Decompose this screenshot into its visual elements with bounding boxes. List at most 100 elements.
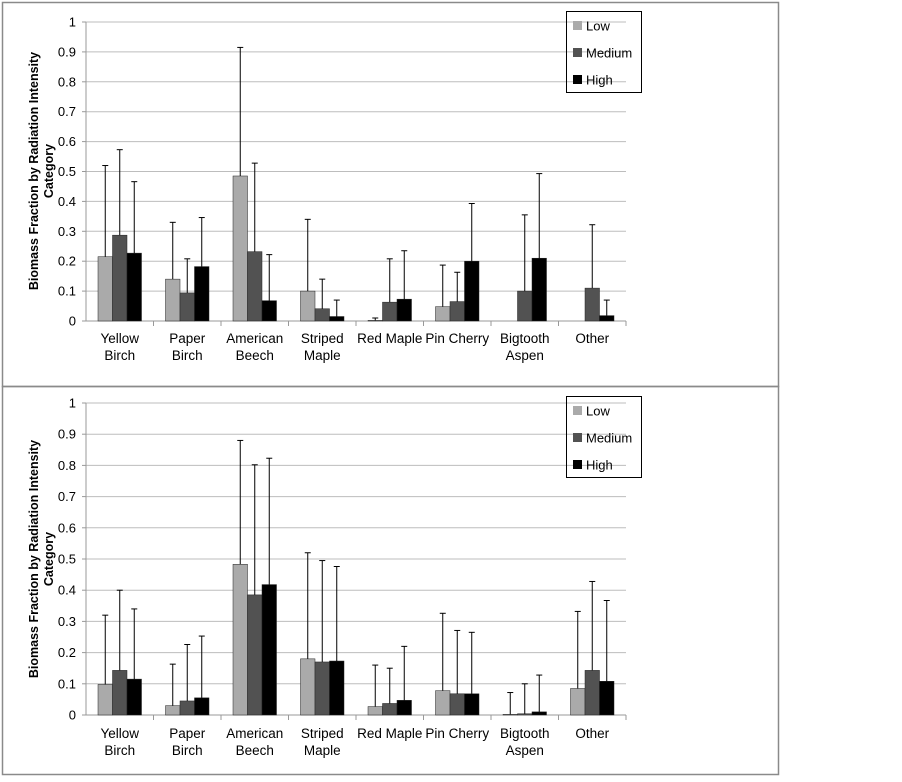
y-tick-label: 0.2 — [58, 254, 76, 269]
bar-medium — [449, 693, 465, 716]
y-axis-label-line: Category — [42, 144, 56, 198]
category-label: Striped Maple — [301, 726, 344, 758]
bar-high — [464, 693, 480, 716]
category-label-line: Striped — [301, 726, 344, 741]
legend-box — [566, 11, 642, 93]
y-tick-label: 0.2 — [58, 645, 76, 660]
bar-low — [435, 690, 451, 716]
bar-medium — [382, 301, 398, 322]
y-tick-label: 0.5 — [58, 164, 76, 179]
y-tick-label: 0.6 — [58, 520, 76, 535]
category-label-line: Birch — [104, 743, 135, 758]
bar-low — [367, 320, 383, 322]
bar-low — [367, 706, 383, 716]
bar-medium — [314, 308, 330, 322]
y-axis-label-line: Category — [42, 532, 56, 586]
category-label-line: Pin Cherry — [425, 331, 489, 346]
category-label-line: Paper — [169, 726, 206, 741]
category-label-line: Paper — [169, 331, 206, 346]
bar-low — [435, 306, 451, 322]
y-axis-label-line: Biomass Fraction by Radiation Intensity — [27, 440, 41, 678]
y-tick-label: 0.1 — [58, 676, 76, 691]
bar-high — [261, 300, 277, 322]
category-label: Paper Birch — [169, 726, 206, 758]
y-tick-label: 0.3 — [58, 614, 76, 629]
bar-medium — [517, 713, 533, 716]
category-label-line: Beech — [236, 348, 274, 363]
category-label-line: Red Maple — [357, 331, 422, 346]
category-label: Yellow Birch — [100, 726, 139, 758]
y-axis-label-line: Biomass Fraction by Radiation Intensity — [27, 52, 41, 290]
bar-high — [396, 298, 412, 322]
bar-high — [599, 681, 615, 716]
bar-medium — [517, 290, 533, 322]
bar-high — [396, 700, 412, 716]
bar-high — [261, 584, 277, 716]
category-label-line: Aspen — [506, 348, 544, 363]
legend-box — [566, 396, 642, 478]
category-label-line: Yellow — [100, 726, 139, 741]
category-label-line: American — [226, 331, 283, 346]
bar-medium — [112, 670, 128, 716]
bar-high — [194, 697, 210, 716]
category-label: Striped Maple — [301, 331, 344, 363]
category-label: Pin Cherry — [425, 726, 489, 741]
bar-low — [97, 256, 113, 322]
legend-swatch-low — [573, 21, 582, 30]
y-tick-label: 0.1 — [58, 284, 76, 299]
y-tick-label: 0.8 — [58, 458, 76, 473]
legend-swatch-low — [573, 406, 582, 415]
category-label: Pin Cherry — [425, 331, 489, 346]
y-tick-label: 0.8 — [58, 74, 76, 89]
category-label: Bigtooth Aspen — [500, 726, 550, 758]
y-tick-label: 0.4 — [58, 583, 76, 598]
bar-medium — [382, 703, 398, 716]
bar-medium — [179, 700, 195, 716]
category-label-line: American — [226, 726, 283, 741]
legend-label: High — [586, 73, 613, 88]
top-panel-border — [1, 1, 780, 388]
bar-medium — [179, 292, 195, 322]
category-label: American Beech — [226, 726, 283, 758]
bar-high — [599, 315, 615, 322]
bar-low — [300, 658, 316, 716]
legend-swatch-high — [573, 75, 582, 84]
bar-high — [194, 266, 210, 322]
bar-high — [126, 252, 142, 322]
legend-swatch-medium — [573, 433, 582, 442]
bar-low — [97, 684, 113, 716]
bar-medium — [584, 287, 600, 322]
y-tick-label: 0.4 — [58, 194, 76, 209]
legend-swatch-medium — [573, 48, 582, 57]
bar-medium — [112, 234, 128, 322]
category-label-line: Maple — [304, 743, 341, 758]
bar-low — [300, 290, 316, 322]
bar-medium — [584, 670, 600, 716]
bar-low — [232, 564, 248, 716]
category-label: Red Maple — [357, 331, 422, 346]
legend-label: Medium — [586, 46, 632, 61]
bar-low — [502, 714, 518, 716]
category-label-line: Bigtooth — [500, 331, 550, 346]
category-label-line: Beech — [236, 743, 274, 758]
bar-low — [165, 278, 181, 322]
y-tick-label: 0.5 — [58, 552, 76, 567]
bar-medium — [247, 594, 263, 716]
legend-label: Medium — [586, 431, 632, 446]
y-axis-label: Biomass Fraction by Radiation IntensityC… — [27, 52, 56, 290]
bar-low — [165, 705, 181, 716]
y-tick-label: 0 — [69, 314, 76, 329]
bar-high — [464, 260, 480, 322]
category-label-line: Striped — [301, 331, 344, 346]
chart-top: 0 0.1 0.2 0.3 0.4 0.5 0.6 0.7 0.8 0.9 1 Yellow Birch… — [27, 11, 642, 363]
category-label-line: Other — [575, 331, 609, 346]
category-label-line: Bigtooth — [500, 726, 550, 741]
bar-high — [329, 660, 345, 716]
chart-bottom: 0 0.1 0.2 0.3 0.4 0.5 0.6 0.7 0.8 0.9 1 Yellow Birch… — [27, 396, 642, 758]
category-label-line: Birch — [172, 348, 203, 363]
category-label-line: Pin Cherry — [425, 726, 489, 741]
legend-label: Low — [586, 404, 610, 419]
category-label-line: Yellow — [100, 331, 139, 346]
bar-medium — [314, 661, 330, 716]
